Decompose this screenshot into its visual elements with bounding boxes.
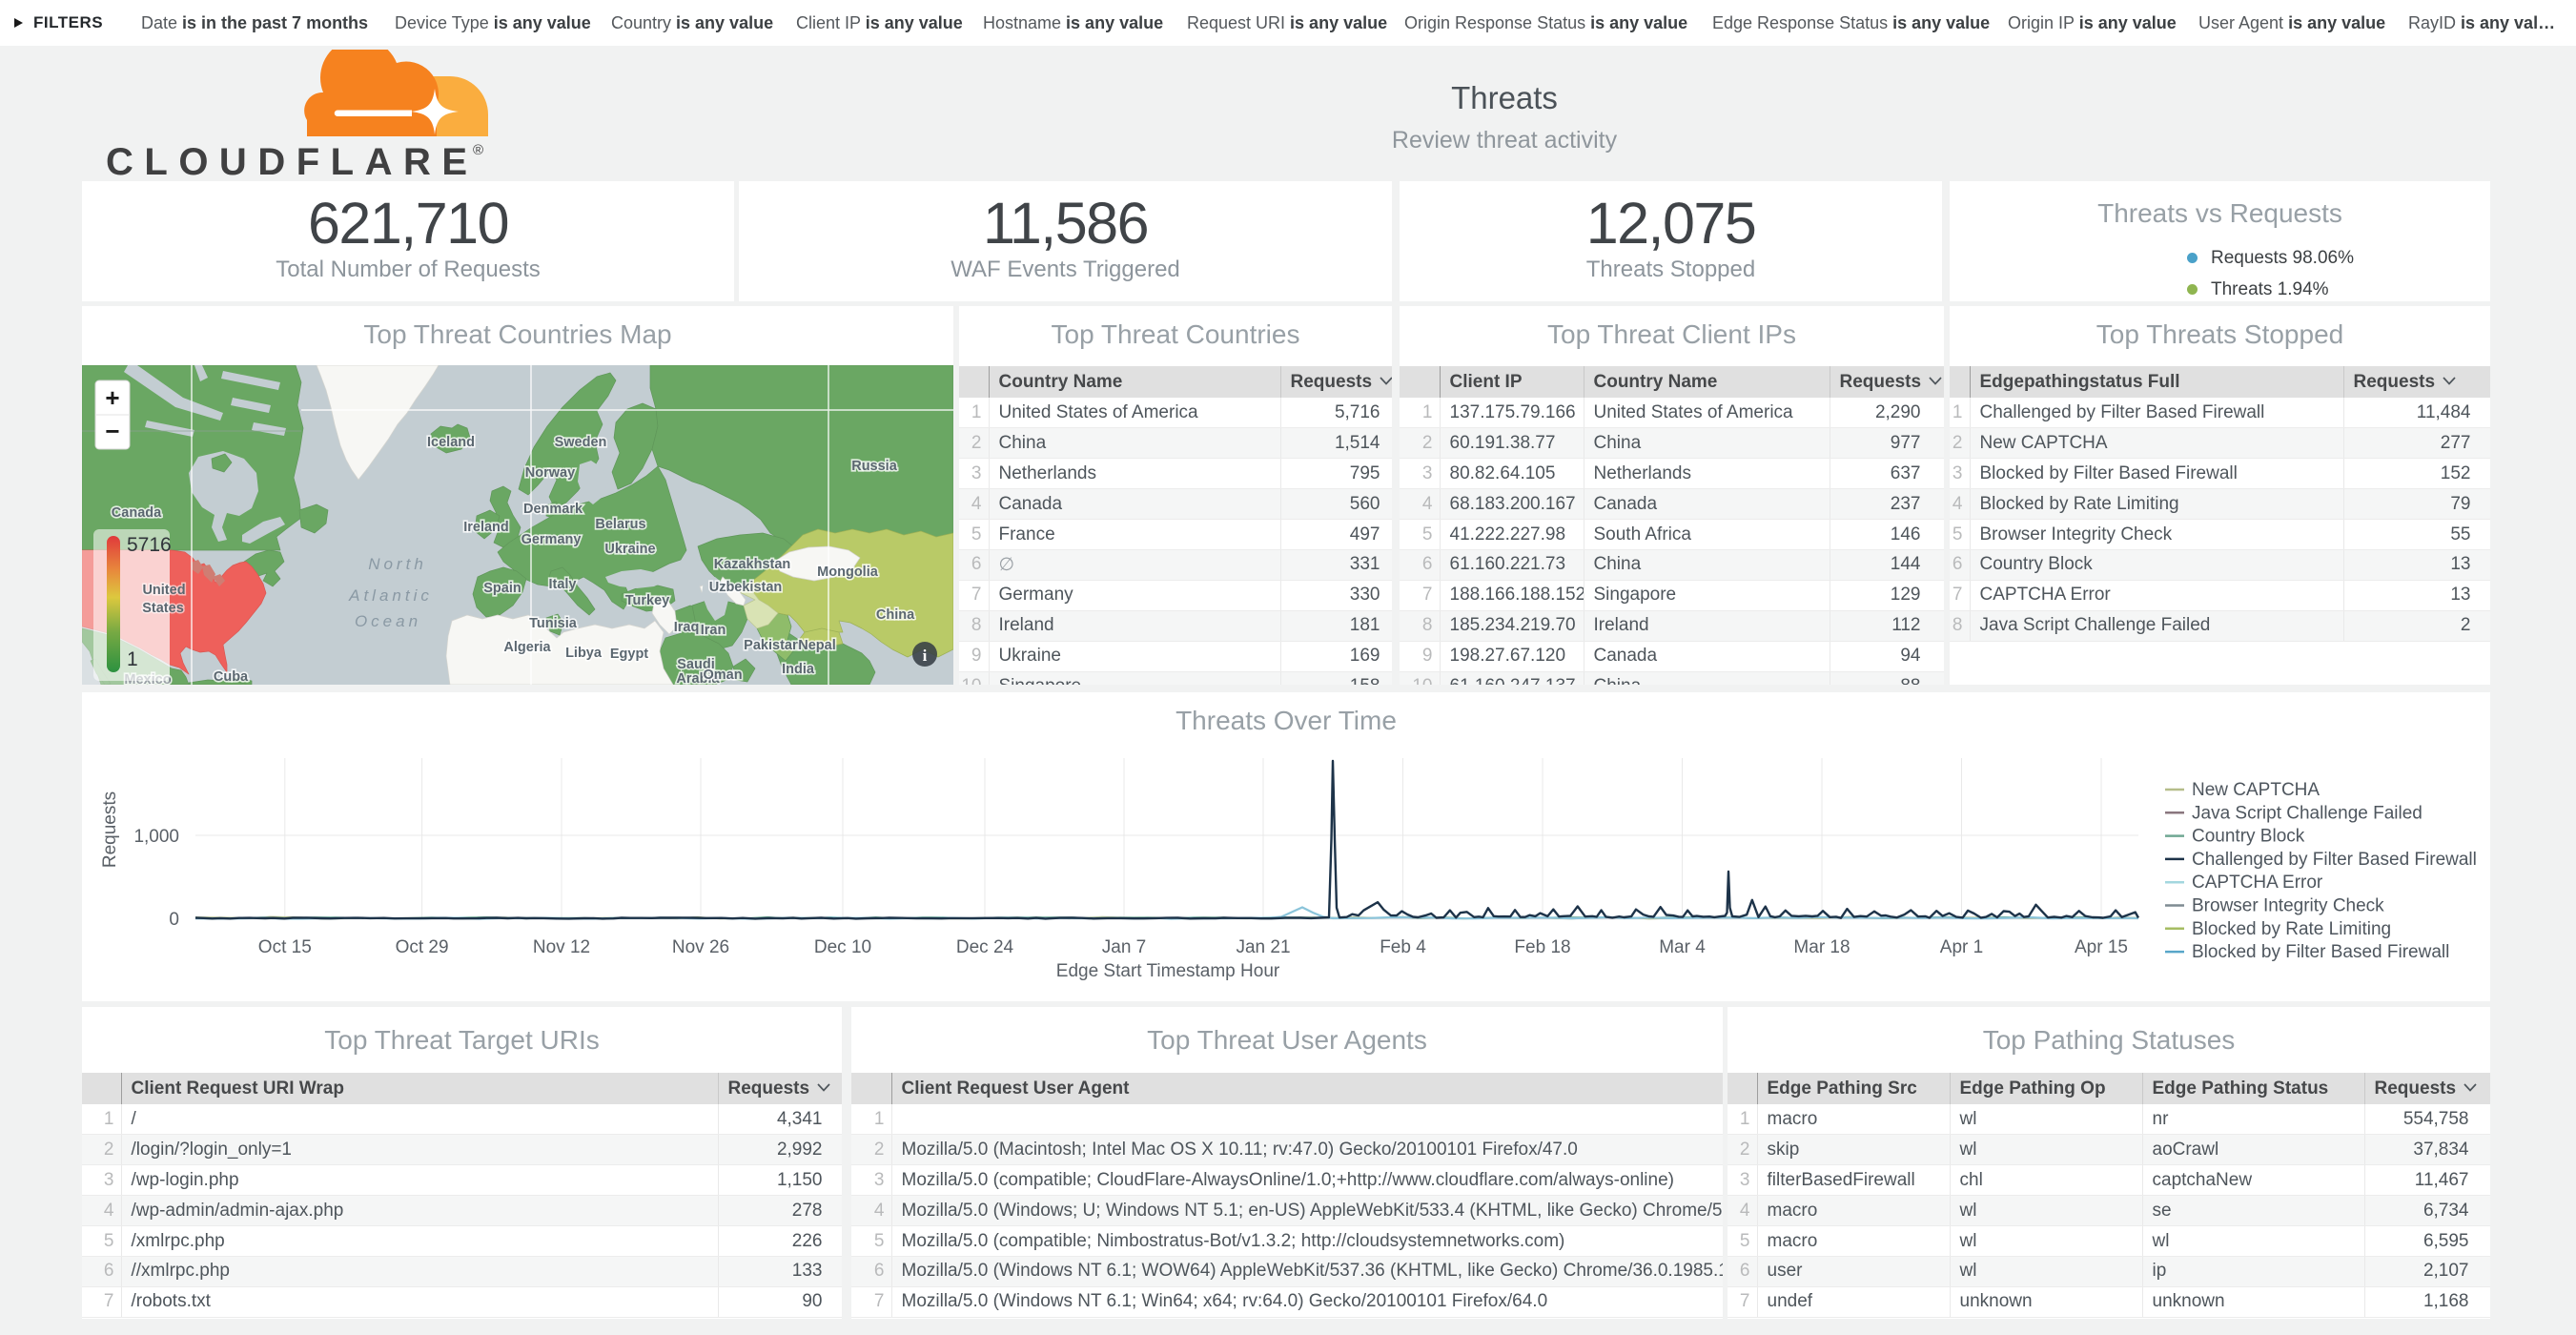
svg-text:Nov 12: Nov 12 xyxy=(533,937,590,957)
svg-text:Mar 4: Mar 4 xyxy=(1659,937,1706,957)
svg-text:0: 0 xyxy=(169,910,179,930)
svg-text:Apr 15: Apr 15 xyxy=(2075,937,2128,957)
svg-text:Nov 26: Nov 26 xyxy=(672,937,729,957)
svg-text:Blocked by Filter Based Firewa: Blocked by Filter Based Firewall xyxy=(2192,942,2449,962)
svg-text:i: i xyxy=(923,647,928,665)
svg-text:Arabia: Arabia xyxy=(676,671,720,685)
svg-text:CLOUDFLARE: CLOUDFLARE xyxy=(106,141,479,183)
svg-text:1: 1 xyxy=(127,648,138,670)
svg-text:States: States xyxy=(142,601,184,616)
svg-text:Algeria: Algeria xyxy=(503,640,551,655)
svg-text:Iceland: Iceland xyxy=(427,435,475,450)
svg-text:5716: 5716 xyxy=(127,534,172,556)
svg-text:Canada: Canada xyxy=(112,505,162,521)
svg-text:Iraq: Iraq xyxy=(674,620,700,635)
svg-text:Mar 18: Mar 18 xyxy=(1793,937,1850,957)
svg-text:Dec 10: Dec 10 xyxy=(814,937,871,957)
svg-text:Belarus: Belarus xyxy=(595,517,645,532)
svg-text:Challenged by Filter Based Fir: Challenged by Filter Based Firewall xyxy=(2192,850,2477,870)
svg-text:Kazakhstan: Kazakhstan xyxy=(714,557,791,572)
svg-text:Atlantic: Atlantic xyxy=(348,586,433,605)
svg-text:Nepal: Nepal xyxy=(798,638,836,653)
svg-text:Feb 18: Feb 18 xyxy=(1514,937,1570,957)
svg-text:New CAPTCHA: New CAPTCHA xyxy=(2192,780,2320,800)
svg-text:Turkey: Turkey xyxy=(625,593,669,608)
svg-text:−: − xyxy=(105,417,119,445)
svg-text:Norway: Norway xyxy=(525,465,575,481)
svg-text:Egypt: Egypt xyxy=(610,647,648,662)
svg-text:Russia: Russia xyxy=(851,459,897,474)
svg-text:Libya: Libya xyxy=(565,646,603,661)
svg-text:Edge Start Timestamp Hour: Edge Start Timestamp Hour xyxy=(1056,961,1280,981)
svg-text:Jan 21: Jan 21 xyxy=(1236,937,1290,957)
svg-text:Oct 29: Oct 29 xyxy=(396,937,449,957)
svg-text:Jan 7: Jan 7 xyxy=(1102,937,1146,957)
svg-text:Spain: Spain xyxy=(483,581,521,596)
svg-text:Ukraine: Ukraine xyxy=(604,542,655,557)
svg-text:1,000: 1,000 xyxy=(133,827,179,847)
svg-text:Saudi: Saudi xyxy=(677,657,714,672)
svg-text:Browser Integrity Check: Browser Integrity Check xyxy=(2192,896,2384,916)
svg-text:Feb 4: Feb 4 xyxy=(1380,937,1426,957)
svg-text:Apr 1: Apr 1 xyxy=(1940,937,1983,957)
svg-text:Uzbekistan: Uzbekistan xyxy=(709,580,783,595)
svg-text:Sweden: Sweden xyxy=(555,435,607,450)
svg-text:Country Block: Country Block xyxy=(2192,827,2305,847)
svg-text:Cuba: Cuba xyxy=(214,669,249,685)
svg-text:Dec 24: Dec 24 xyxy=(956,937,1014,957)
svg-text:Italy: Italy xyxy=(548,577,576,592)
svg-text:Oct 15: Oct 15 xyxy=(258,937,312,957)
svg-text:Iran: Iran xyxy=(701,623,726,638)
svg-text:Java Script Challenge Failed: Java Script Challenge Failed xyxy=(2192,803,2423,823)
svg-text:Requests: Requests xyxy=(100,791,120,868)
svg-text:Tunisia: Tunisia xyxy=(529,616,578,631)
svg-text:Denmark: Denmark xyxy=(523,502,583,517)
svg-text:Ocean: Ocean xyxy=(355,612,421,630)
svg-text:Ireland: Ireland xyxy=(463,520,509,535)
svg-text:India: India xyxy=(782,662,815,677)
svg-text:Mongolia: Mongolia xyxy=(817,565,879,580)
svg-text:China: China xyxy=(876,607,915,623)
svg-text:United: United xyxy=(142,583,185,598)
svg-text:CAPTCHA Error: CAPTCHA Error xyxy=(2192,873,2323,893)
svg-text:+: + xyxy=(105,383,119,412)
svg-text:®: ® xyxy=(473,142,483,158)
svg-text:Pakistan: Pakistan xyxy=(744,638,801,653)
svg-text:Oman: Oman xyxy=(703,668,742,683)
svg-text:North: North xyxy=(368,555,427,573)
svg-text:Blocked by Rate Limiting: Blocked by Rate Limiting xyxy=(2192,919,2391,939)
svg-text:Germany: Germany xyxy=(521,532,582,547)
